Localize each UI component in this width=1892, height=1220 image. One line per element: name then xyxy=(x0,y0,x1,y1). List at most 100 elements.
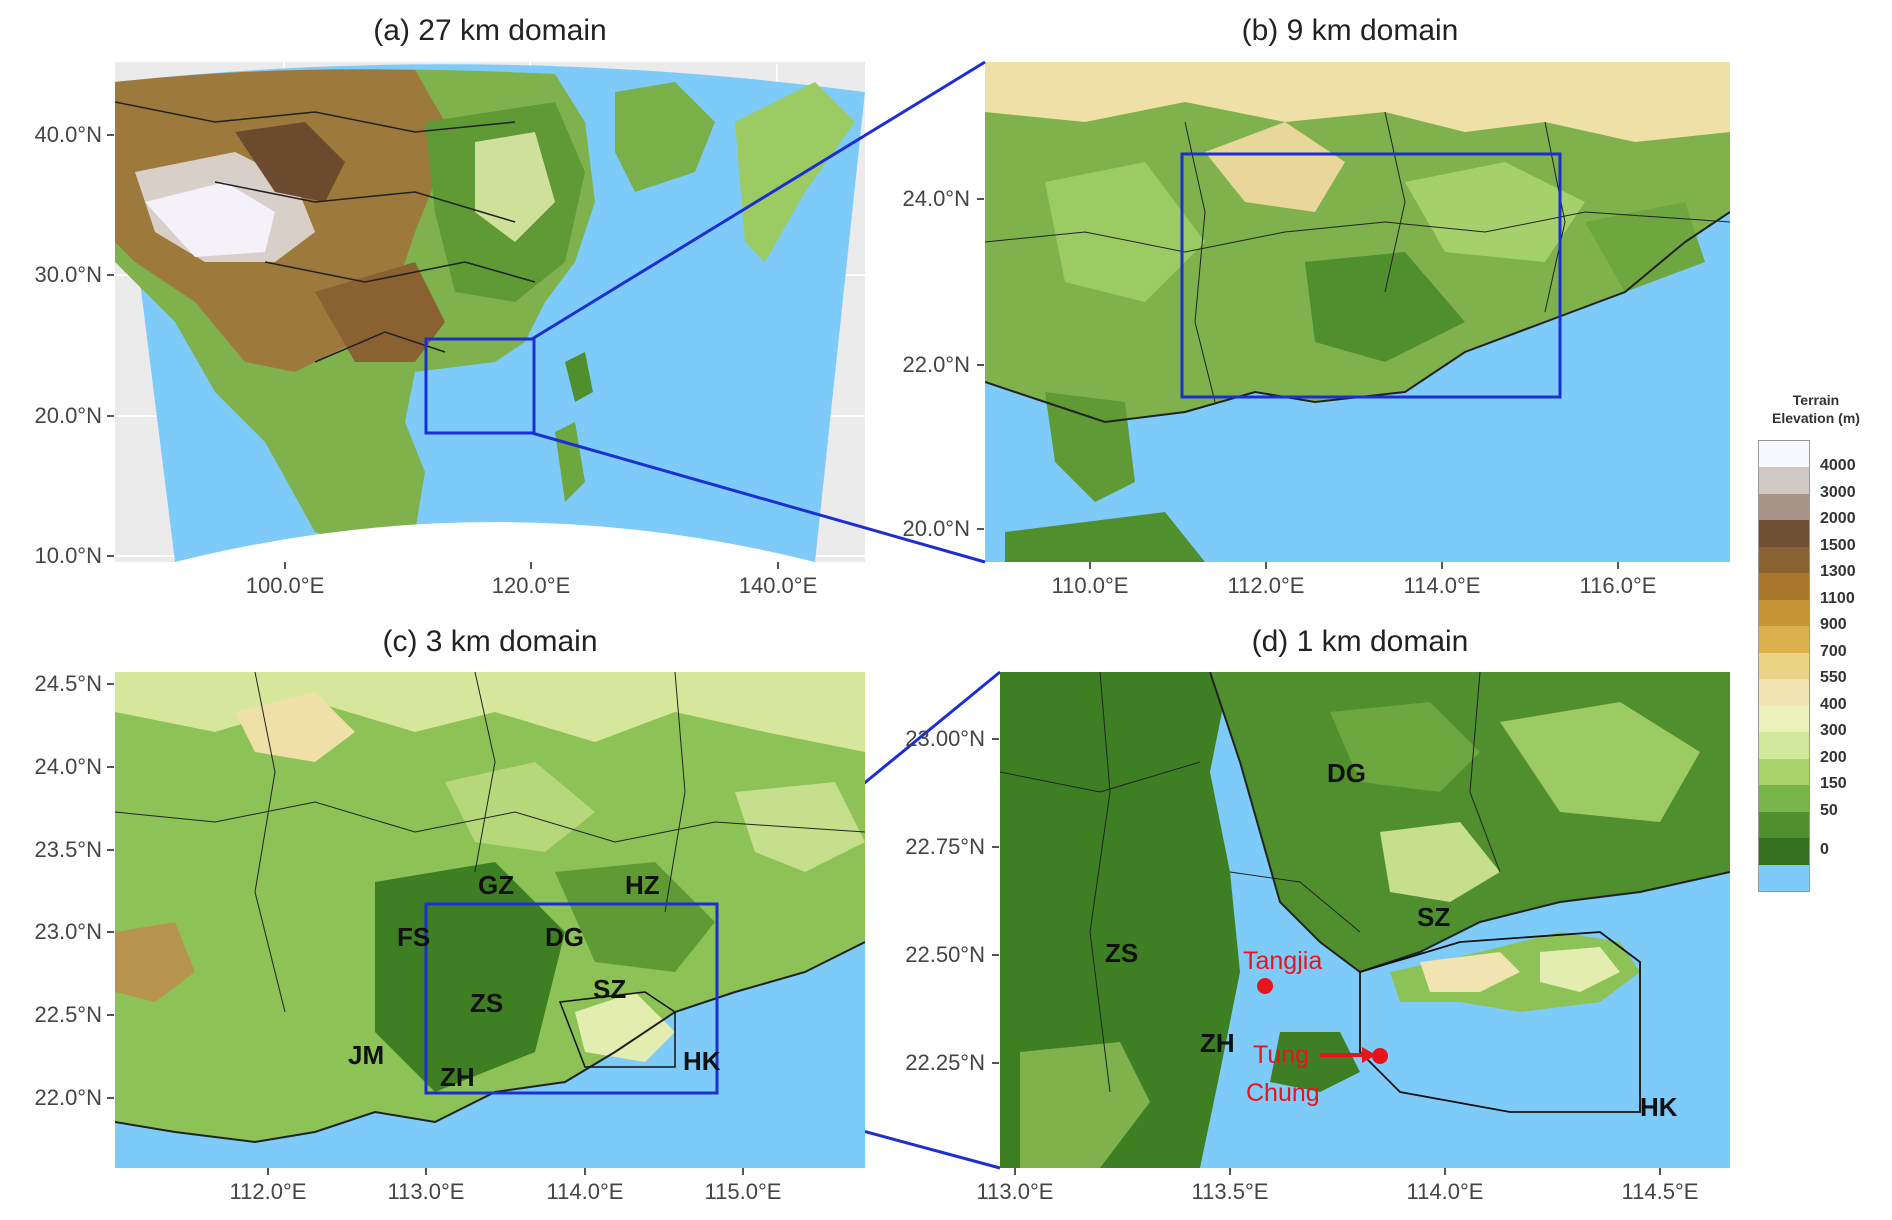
tick xyxy=(107,683,114,685)
panel-a-xtick: 120.0°E xyxy=(491,573,571,598)
legend-label: 1100 xyxy=(1820,589,1855,607)
panel-c-ytick: 23.5°N xyxy=(34,837,102,862)
legend-label: 900 xyxy=(1820,616,1847,634)
legend-swatch xyxy=(1759,599,1809,627)
legend-label: 4000 xyxy=(1820,457,1856,475)
panel-a-xtick: 140.0°E xyxy=(738,573,818,598)
panel-d-xtick: 113.5°E xyxy=(1191,1179,1269,1204)
site-marker-tangjia xyxy=(1257,978,1273,994)
region-label-hk: HK xyxy=(683,1046,721,1076)
panel-d-map xyxy=(1000,672,1730,1168)
legend-swatch xyxy=(1759,546,1809,574)
panel-a-map xyxy=(115,62,865,562)
tick xyxy=(267,1168,269,1175)
panel-d-title: (d) 1 km domain xyxy=(1251,625,1469,658)
panel-a-xtick: 100.0°E xyxy=(245,573,325,598)
site-label-tung: Tung xyxy=(1253,1041,1310,1069)
legend-label: 400 xyxy=(1820,695,1847,713)
tick xyxy=(584,1168,586,1175)
region-label-jm: JM xyxy=(348,1040,385,1070)
panel-a-title: (a) 27 km domain xyxy=(373,14,607,47)
tick xyxy=(1089,562,1091,569)
panel-c-ytick: 22.5°N xyxy=(34,1002,102,1027)
panel-c-ytick: 23.0°N xyxy=(34,919,102,944)
legend-swatch xyxy=(1759,520,1809,547)
panel-b-xtick: 112.0°E xyxy=(1227,573,1305,598)
region-label-sz: SZ xyxy=(593,974,627,1004)
legend-swatch xyxy=(1759,652,1809,680)
region-label-hz: HZ xyxy=(625,870,660,900)
region-label-zh: ZH xyxy=(440,1062,475,1092)
region-label-zh: ZH xyxy=(1200,1028,1235,1058)
tick xyxy=(425,1168,427,1175)
legend-swatch xyxy=(1759,441,1809,468)
tick xyxy=(530,562,532,569)
panel-b-xtick: 110.0°E xyxy=(1051,573,1129,598)
region-label-sz: SZ xyxy=(1417,902,1451,932)
panel-b-map xyxy=(985,62,1730,562)
panel-c-terrain xyxy=(115,672,865,1144)
panel-b-ytick: 22.0°N xyxy=(902,352,970,377)
region-label-zs: ZS xyxy=(470,988,504,1018)
region-label-dg: DG xyxy=(1327,758,1366,788)
legend-label: 550 xyxy=(1820,669,1847,687)
legend-label: 150 xyxy=(1820,775,1847,793)
tick xyxy=(107,415,114,417)
tick xyxy=(1229,1168,1231,1175)
legend-label: 1300 xyxy=(1820,563,1856,581)
site-arrow xyxy=(1320,1047,1376,1063)
panel-c-xtick: 115.0°E xyxy=(704,1179,782,1204)
legend-label: 200 xyxy=(1820,748,1847,766)
tick xyxy=(977,364,984,366)
site-label-chung: Chung xyxy=(1246,1079,1320,1107)
tick xyxy=(107,134,114,136)
legend-label: 50 xyxy=(1820,801,1838,819)
region-label-hk: HK xyxy=(1640,1092,1678,1122)
panel-c-title: (c) 3 km domain xyxy=(382,625,598,658)
legend-swatch xyxy=(1759,493,1809,521)
panel-d-ytick: 23.00°N xyxy=(905,726,985,751)
site-label-tangjia: Tangjia xyxy=(1243,947,1323,975)
panel-b-ytick: 24.0°N xyxy=(902,186,970,211)
panel-d-terrain xyxy=(1000,672,1730,1168)
legend-label: 3000 xyxy=(1820,483,1856,501)
legend-swatch xyxy=(1759,467,1809,494)
panel-c-xtick: 114.0°E xyxy=(546,1179,624,1204)
tick xyxy=(777,562,779,569)
region-label-zs: ZS xyxy=(1105,938,1139,968)
tick xyxy=(107,274,114,276)
tick xyxy=(107,555,114,557)
tick xyxy=(107,931,114,933)
tick xyxy=(992,738,999,740)
tick xyxy=(107,1014,114,1016)
legend-swatch xyxy=(1759,864,1809,891)
tick xyxy=(1444,1168,1446,1175)
legend-label: 2000 xyxy=(1820,510,1856,528)
legend-label: 700 xyxy=(1820,642,1847,660)
tick xyxy=(107,766,114,768)
tick xyxy=(1265,562,1267,569)
region-label-fs: FS xyxy=(397,922,431,952)
tick xyxy=(1441,562,1443,569)
tick xyxy=(992,954,999,956)
tick xyxy=(1014,1168,1016,1175)
panel-b-title: (b) 9 km domain xyxy=(1241,14,1459,47)
tick xyxy=(1617,562,1619,569)
legend-swatch xyxy=(1759,758,1809,786)
panel-d-ytick: 22.50°N xyxy=(905,942,985,967)
panel-c-xtick: 113.0°E xyxy=(387,1179,465,1204)
legend-swatch xyxy=(1759,732,1809,759)
legend-label: 300 xyxy=(1820,722,1847,740)
panel-c-map xyxy=(115,672,865,1168)
tick xyxy=(284,562,286,569)
legend-swatch xyxy=(1759,573,1809,600)
panel-a-ytick: 30.0°N xyxy=(34,262,102,287)
panel-a-ytick: 20.0°N xyxy=(34,403,102,428)
panel-a-ytick: 40.0°N xyxy=(34,122,102,147)
panel-c-ytick: 24.0°N xyxy=(34,754,102,779)
panel-d-xtick: 114.5°E xyxy=(1621,1179,1699,1204)
tick xyxy=(1659,1168,1661,1175)
region-label-dg: DG xyxy=(545,922,584,952)
tick xyxy=(977,528,984,530)
legend-swatch xyxy=(1759,838,1809,865)
